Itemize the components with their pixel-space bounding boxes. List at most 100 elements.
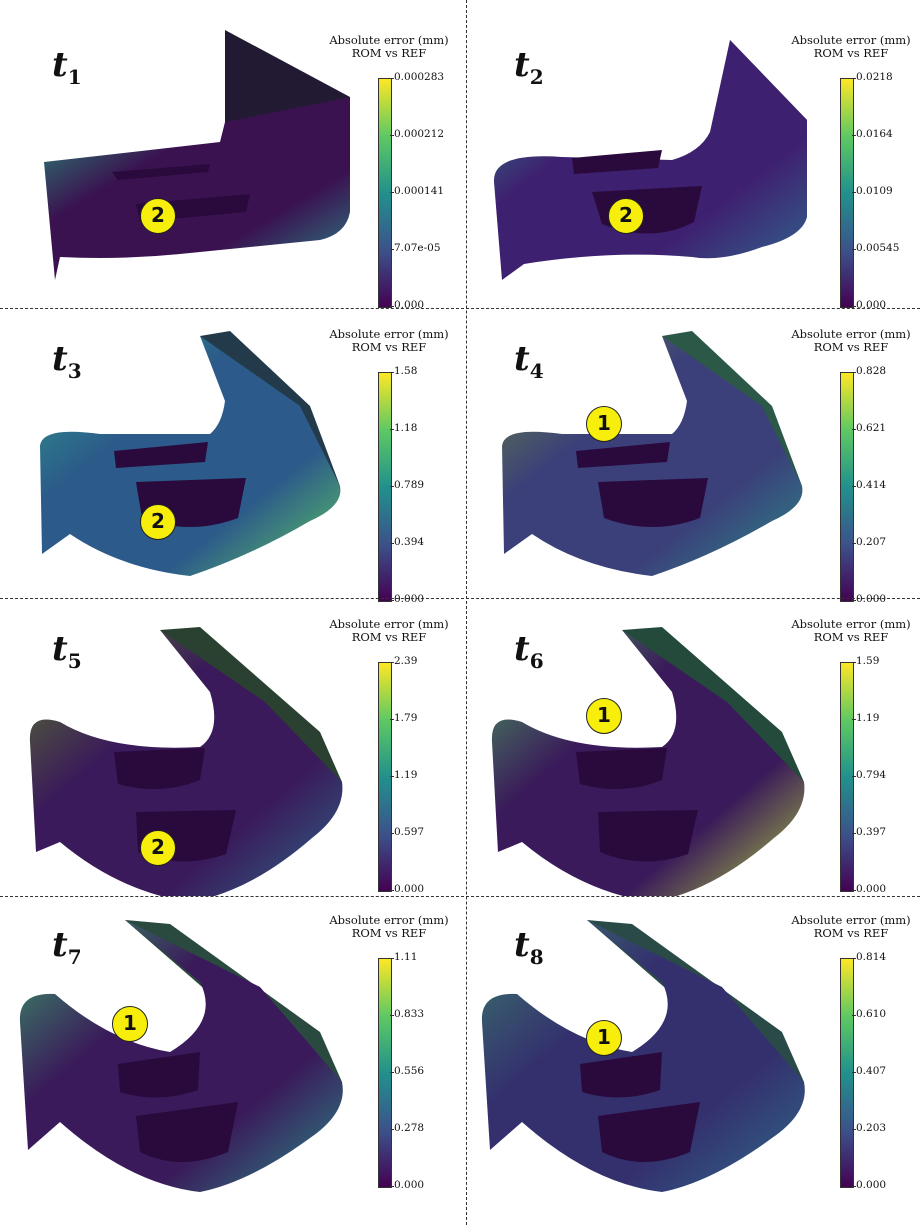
mesh-shape-t6 [491,627,805,896]
colorbar-tick-label: 0.000 [856,1179,887,1191]
time-label-index: 6 [529,648,544,673]
colorbar-tick-label: 0.828 [856,365,887,377]
colorbar-tick-label: 0.278 [394,1122,425,1134]
vertical-separator [466,0,467,1225]
colorbar-tick-mark [390,78,394,79]
panel-t3: t3 Absolute error (mm) ROM vs REF 1.58 1.18 0… [0,306,460,606]
mesh-pocket-1 [114,442,208,468]
time-label: t2 [514,48,544,87]
colorbar [378,372,392,602]
colorbar-tick-mark [390,429,394,430]
colorbar-tick-label: 0.394 [394,536,425,548]
colorbar-tick-label: 1.58 [394,365,418,377]
panel-t7: t7 Absolute error (mm) ROM vs REF 1.11 0.833… [0,892,460,1192]
colorbar-tick-mark [852,429,856,430]
colorbar-title: Absolute error (mm) ROM vs REF [786,328,916,354]
colorbar-title: Absolute error (mm) ROM vs REF [786,34,916,60]
colorbar-title: Absolute error (mm) ROM vs REF [324,34,454,60]
time-label-index: 7 [67,944,82,969]
colorbar-title-line-1: Absolute error (mm) [329,327,449,341]
colorbar-title-line-1: Absolute error (mm) [791,327,911,341]
mesh-shape-t8 [481,920,805,1192]
colorbar-tick-label: 1.59 [856,655,880,667]
colorbar-title-line-1: Absolute error (mm) [791,33,911,47]
colorbar-tick-mark [390,600,394,601]
mesh-pocket-1 [118,1052,200,1098]
colorbar-title-line-2: ROM vs REF [351,46,427,60]
colorbar-tick-mark [852,1015,856,1016]
time-label-index: 5 [67,648,82,673]
region-marker: 1 [112,1006,148,1042]
colorbar-tick-mark [390,719,394,720]
colorbar-title-line-2: ROM vs REF [351,630,427,644]
time-label: t6 [514,632,544,671]
colorbar-tick-mark [852,372,856,373]
colorbar-tick-label: 0.833 [394,1008,425,1020]
mesh-pocket-1 [572,150,662,174]
colorbar-tick-mark [390,486,394,487]
mesh-shape-t4 [502,331,803,576]
colorbar-tick-label: 0.597 [394,826,425,838]
colorbar-tick-mark [390,306,394,307]
time-label-index: 3 [67,358,82,383]
colorbar-tick-mark [390,135,394,136]
mesh-pocket-2 [598,1102,700,1162]
colorbar-title-line-2: ROM vs REF [813,630,889,644]
colorbar-title: Absolute error (mm) ROM vs REF [324,914,454,940]
colorbar-tick-mark [390,1072,394,1073]
region-marker: 2 [608,198,644,234]
time-label-index: 4 [529,358,544,383]
colorbar-title: Absolute error (mm) ROM vs REF [786,618,916,644]
colorbar-tick-label: 0.0164 [856,128,893,140]
colorbar-title-line-2: ROM vs REF [351,340,427,354]
region-marker: 1 [586,698,622,734]
colorbar-tick-label: 0.207 [856,536,887,548]
colorbar-title-line-1: Absolute error (mm) [329,913,449,927]
region-marker: 2 [140,830,176,866]
colorbar-tick-mark [852,78,856,79]
colorbar-title: Absolute error (mm) ROM vs REF [324,618,454,644]
time-label: t7 [52,928,82,967]
colorbar-tick-label: 2.39 [394,655,418,667]
colorbar-tick-mark [852,890,856,891]
horizontal-separator-2 [0,598,920,599]
time-label: t1 [52,48,82,87]
colorbar-tick-label: 0.0109 [856,185,893,197]
time-label-symbol: t [514,629,530,669]
mesh-pocket-2 [598,478,708,527]
colorbar [378,958,392,1188]
colorbar-tick-label: 0.00545 [856,242,900,254]
colorbar-tick-mark [852,249,856,250]
colorbar-title-line-1: Absolute error (mm) [791,617,911,631]
colorbar-tick-mark [852,958,856,959]
colorbar-tick-mark [852,543,856,544]
mesh-sheet [44,97,350,280]
time-label-index: 8 [529,944,544,969]
mesh-pocket-1 [114,748,205,790]
colorbar-tick-label: 0.789 [394,479,425,491]
colorbar [840,78,854,308]
time-label-symbol: t [514,925,530,965]
panel-t2: t2 Absolute error (mm) ROM vs REF 0.0218 0.0… [462,12,920,312]
colorbar-tick-label: 0.407 [856,1065,887,1077]
colorbar-tick-label: 0.814 [856,951,887,963]
region-marker: 2 [140,198,176,234]
time-label-symbol: t [514,339,530,379]
colorbar-tick-mark [390,890,394,891]
colorbar-tick-label: 1.18 [394,422,418,434]
colorbar-tick-mark [852,135,856,136]
colorbar-tick-mark [390,958,394,959]
mesh-pocket-2 [136,1102,238,1162]
colorbar-title-line-2: ROM vs REF [813,340,889,354]
colorbar-title: Absolute error (mm) ROM vs REF [324,328,454,354]
colorbar-tick-mark [390,833,394,834]
horizontal-separator-1 [0,308,920,309]
colorbar-tick-mark [852,833,856,834]
colorbar-tick-mark [390,662,394,663]
colorbar-tick-label: 0.203 [856,1122,887,1134]
region-marker: 1 [586,406,622,442]
colorbar-tick-label: 1.79 [394,712,418,724]
mesh-pocket-1 [576,442,670,468]
colorbar-title-line-2: ROM vs REF [813,46,889,60]
